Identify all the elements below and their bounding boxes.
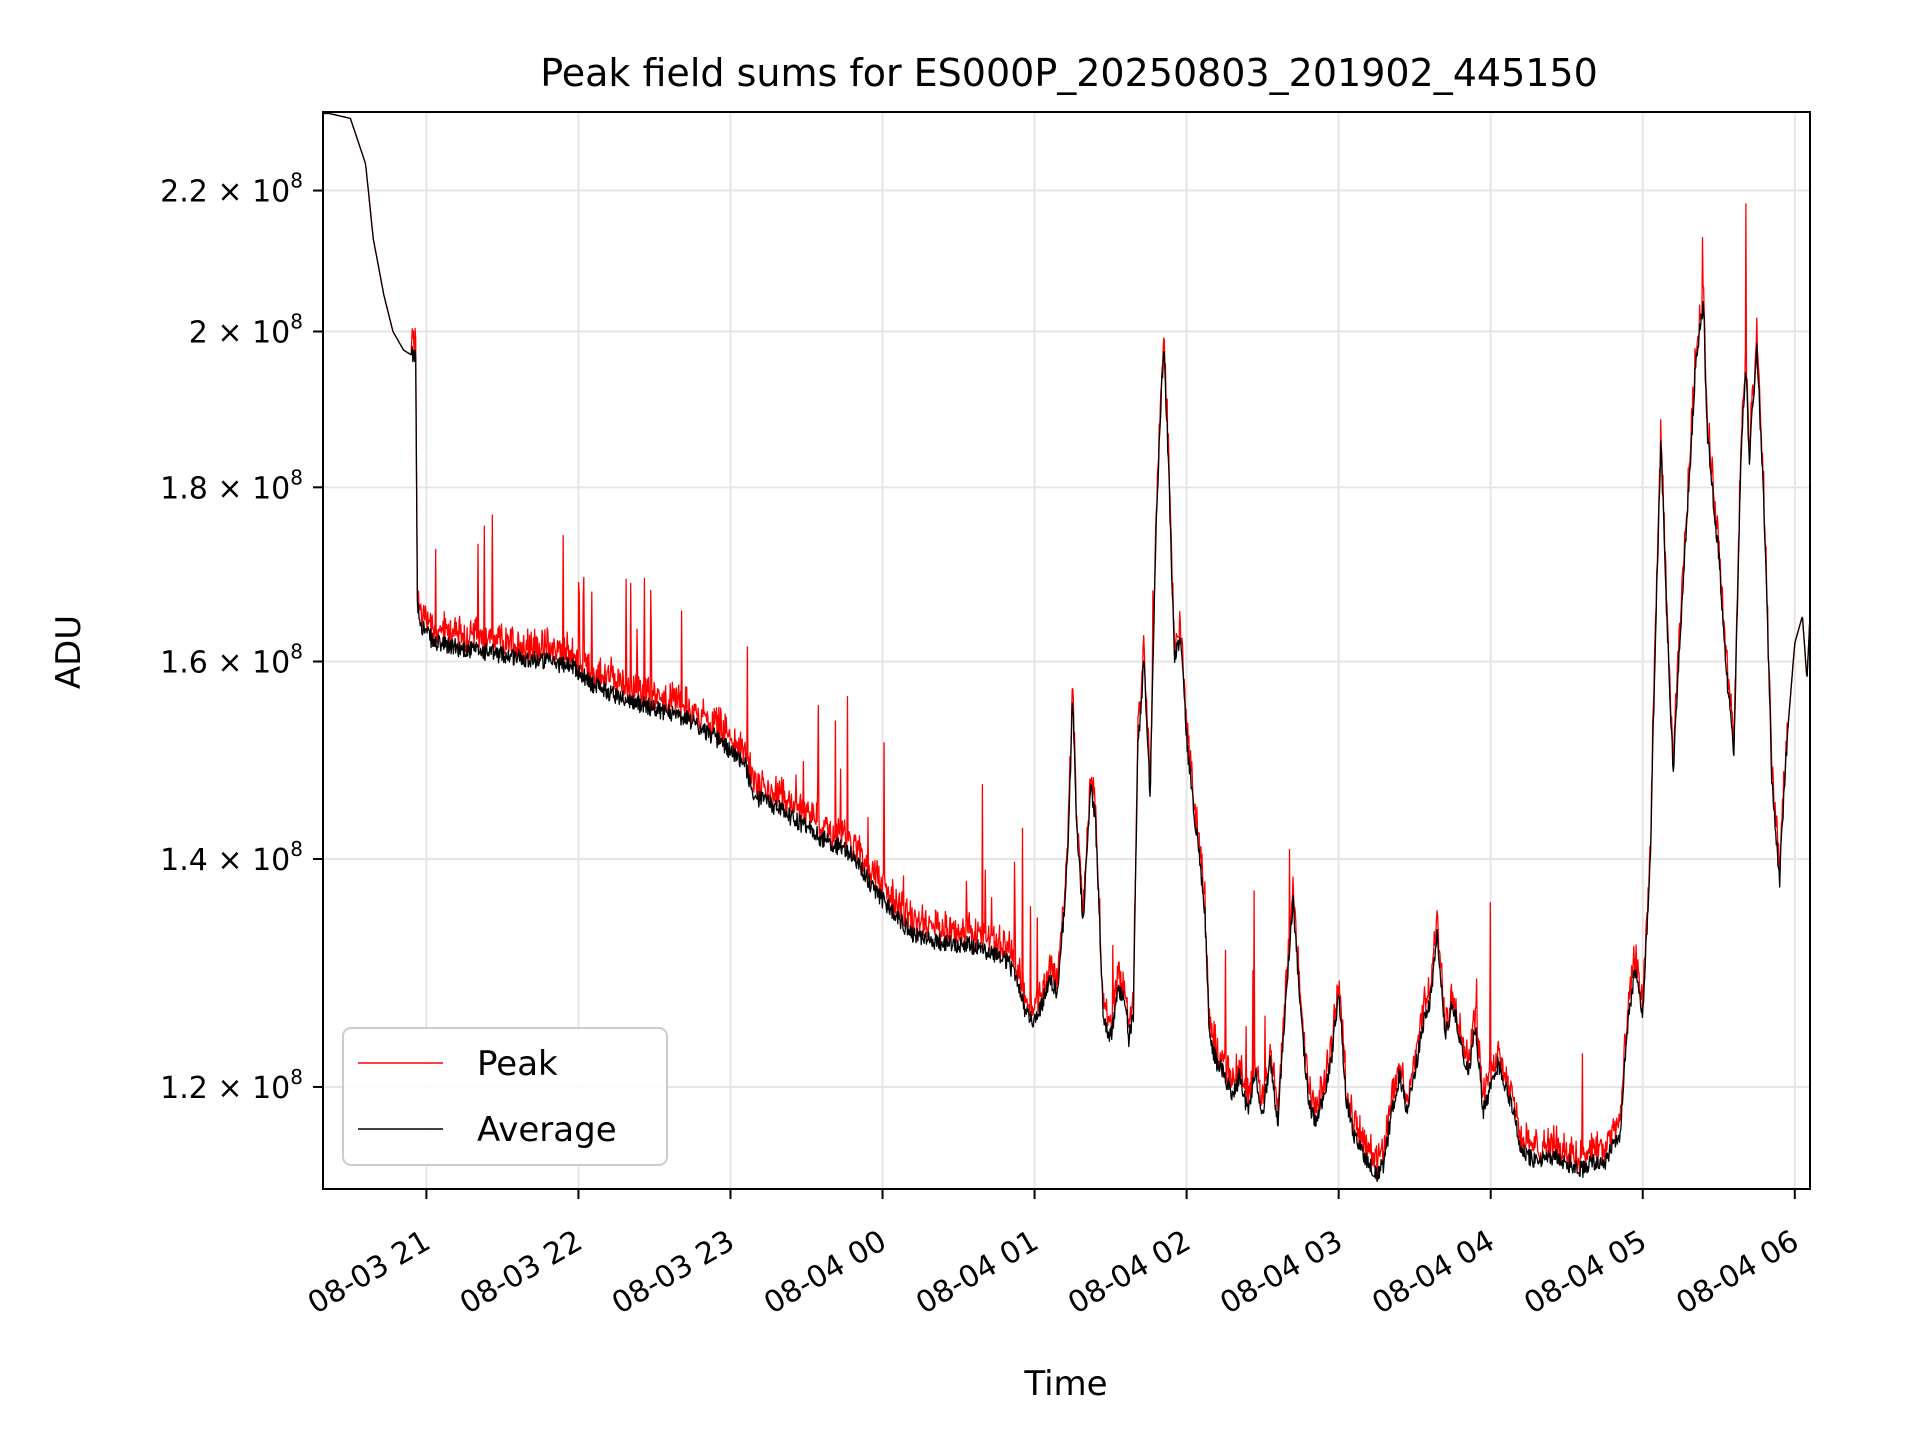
y-tick-label: 1.6 × 108	[160, 640, 303, 681]
x-tick-label: 08-03 23	[606, 1224, 740, 1322]
x-tick-label: 08-04 02	[1062, 1224, 1196, 1322]
plot-frame	[322, 111, 1811, 1190]
y-tick-label: 1.8 × 108	[160, 465, 303, 506]
x-axis: 08-03 21 08-03 22 08-03 23 08-04 00 08-04 01…	[302, 1189, 1805, 1321]
legend-label-average: Average	[477, 1110, 617, 1150]
y-axis-label: ADU	[49, 615, 89, 689]
plot-area	[323, 112, 1810, 1183]
y-tick-label: 1.4 × 108	[160, 837, 303, 878]
x-tick-label: 08-03 21	[302, 1224, 436, 1322]
series-line-average	[323, 112, 1810, 1183]
legend: Peak Average	[342, 1027, 668, 1166]
x-tick-label: 08-04 03	[1214, 1224, 1348, 1322]
x-tick-label: 08-04 06	[1670, 1224, 1804, 1322]
y-tick-label: 2 × 108	[189, 310, 303, 351]
x-axis-label: Time	[1023, 1364, 1107, 1404]
series-line-peak	[323, 112, 1810, 1181]
y-tick-label: 2.2 × 108	[160, 169, 303, 210]
x-tick-label: 08-04 05	[1518, 1224, 1652, 1322]
x-tick-label: 08-04 00	[758, 1224, 892, 1322]
y-tick-label: 1.2 × 108	[160, 1065, 303, 1106]
x-tick-label: 08-04 04	[1366, 1224, 1500, 1322]
legend-label-peak: Peak	[477, 1044, 558, 1084]
x-tick-label: 08-03 22	[454, 1224, 588, 1322]
x-tick-label: 08-04 01	[910, 1224, 1044, 1322]
chart-title: Peak field sums for ES000P_20250803_2019…	[540, 51, 1598, 95]
y-axis: 1.2 × 108 1.4 × 108 1.6 × 108 1.8 × 108 2 × …	[160, 169, 323, 1106]
